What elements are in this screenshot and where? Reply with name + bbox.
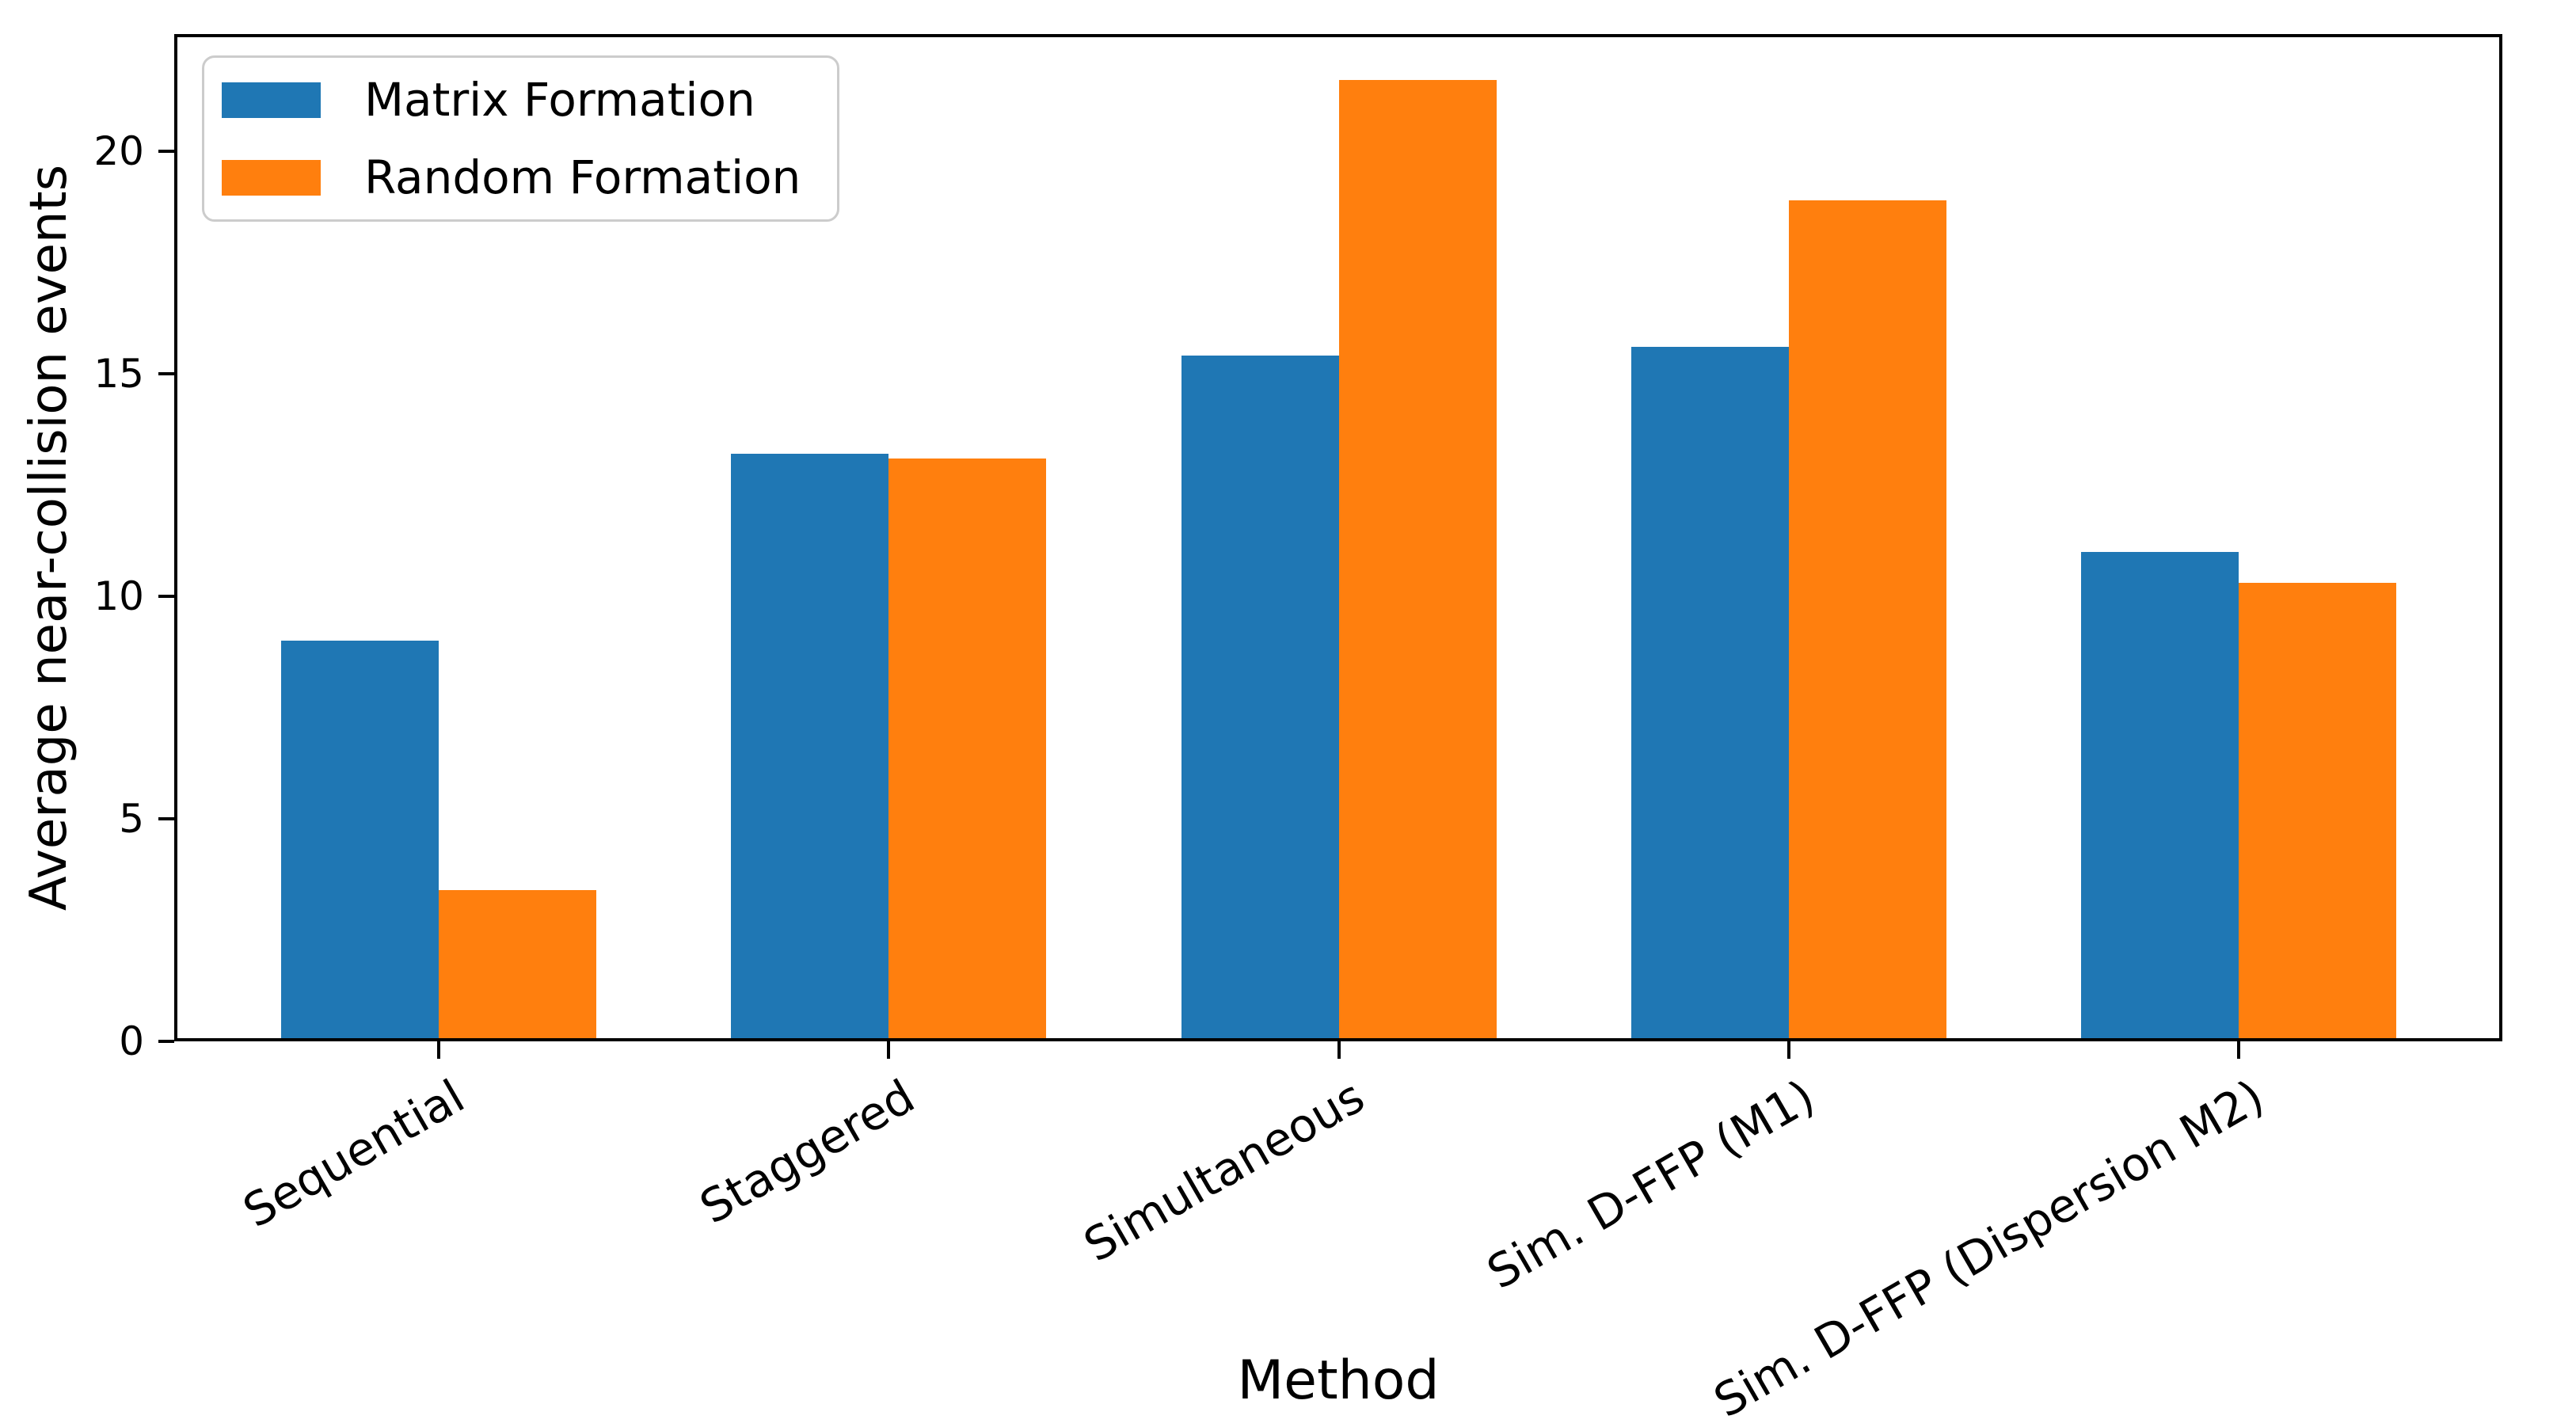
legend-item-matrix-formation: Matrix Formation xyxy=(222,77,837,123)
x-tick-label: Sim. D-FFP (M1) xyxy=(1478,1069,1824,1300)
y-tick-mark xyxy=(158,149,174,153)
x-tick-label: Simultaneous xyxy=(1075,1069,1373,1273)
x-tick-label: Sequential xyxy=(234,1069,474,1239)
x-axis-label: Method xyxy=(1237,1349,1440,1412)
bar-random-4 xyxy=(1788,200,1946,1041)
y-tick-label: 20 xyxy=(93,127,144,174)
y-tick-label: 10 xyxy=(93,573,144,619)
x-tick-mark xyxy=(1786,1041,1790,1059)
bar-matrix-3 xyxy=(1181,356,1339,1041)
x-tick-mark xyxy=(437,1041,440,1059)
x-tick-label: Sim. D-FFP (Dispersion M2) xyxy=(1705,1069,2274,1427)
bar-matrix-4 xyxy=(1630,347,1789,1041)
bars-layer xyxy=(174,34,2502,1041)
y-tick-label: 5 xyxy=(119,795,144,842)
y-axis-label: Average near-collision events xyxy=(20,164,78,911)
bar-matrix-2 xyxy=(731,454,889,1041)
legend: Matrix Formation Random Formation xyxy=(202,55,839,222)
y-tick-mark xyxy=(158,594,174,598)
y-tick-mark xyxy=(158,816,174,820)
y-tick-label: 15 xyxy=(93,350,144,397)
bar-matrix-1 xyxy=(281,641,439,1041)
legend-swatch-matrix-formation-icon xyxy=(222,82,321,118)
plot-area: 0 5 10 15 20 Sequential Staggered Simultaneous S… xyxy=(93,34,2502,1427)
x-tick-mark xyxy=(887,1041,891,1059)
bar-random-5 xyxy=(2239,583,2396,1041)
bar-matrix-5 xyxy=(2081,551,2239,1041)
legend-label-matrix-formation: Matrix Formation xyxy=(364,73,755,127)
legend-label-random-formation: Random Formation xyxy=(364,150,801,204)
legend-item-random-formation: Random Formation xyxy=(222,154,837,200)
x-tick-label: Staggered xyxy=(691,1069,923,1235)
bar-random-3 xyxy=(1338,79,1497,1041)
x-tick-mark xyxy=(2237,1041,2240,1059)
bar-random-1 xyxy=(439,889,596,1041)
y-tick-mark xyxy=(158,1040,174,1043)
y-tick-mark xyxy=(158,371,174,375)
legend-swatch-random-formation-icon xyxy=(222,159,321,196)
y-tick-label: 0 xyxy=(119,1018,144,1064)
x-tick-mark xyxy=(1337,1041,1341,1059)
bar-random-2 xyxy=(888,458,1047,1041)
